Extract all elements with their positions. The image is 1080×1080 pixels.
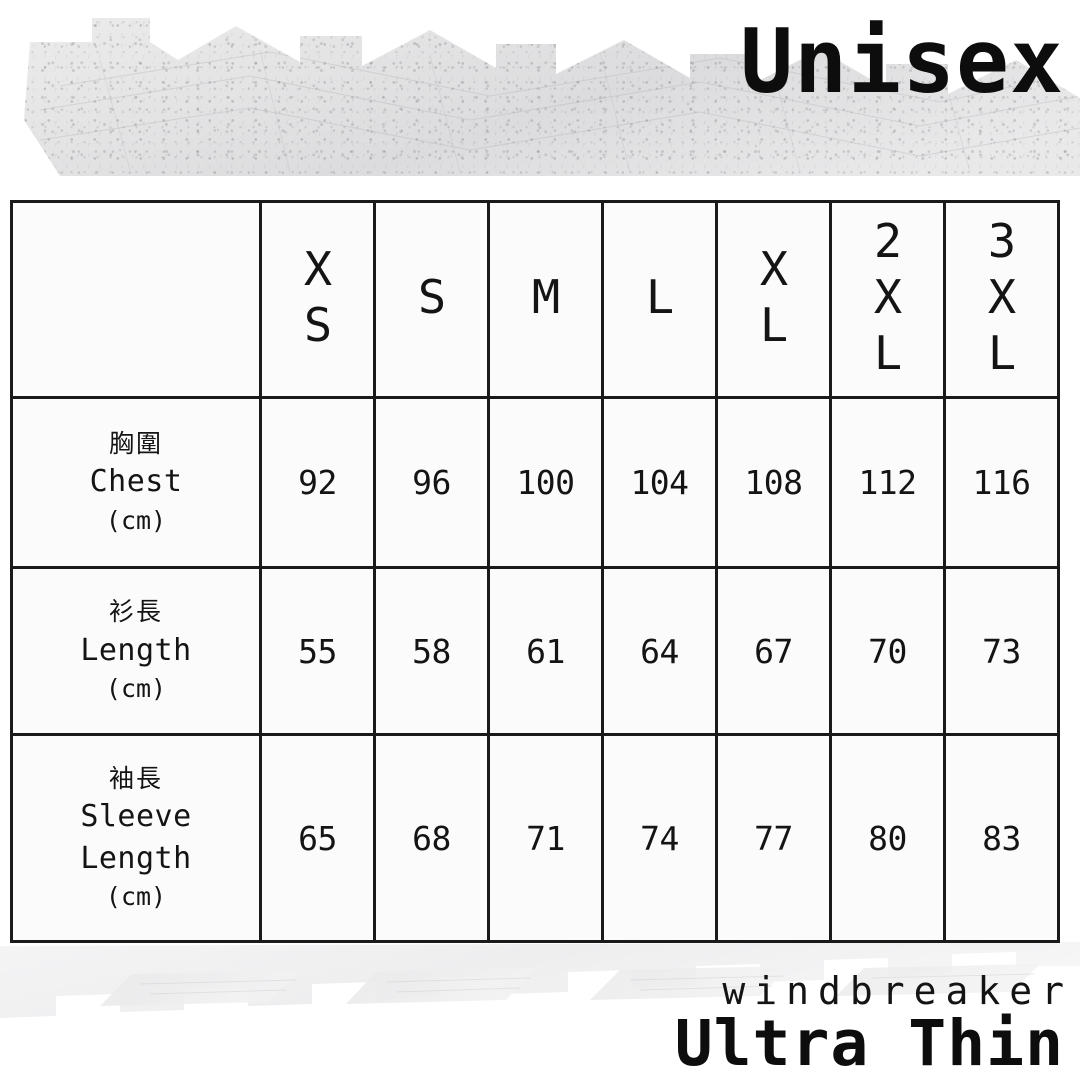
cell-length-2xl: 70 <box>829 566 946 736</box>
table-row: 袖長 Sleeve Length (cm) 65 68 71 74 77 80 … <box>10 733 1060 943</box>
measurement-label-chest: 胸圍 Chest (cm) <box>10 396 262 569</box>
table-row: 衫長 Length (cm) 55 58 61 64 67 70 73 <box>10 566 1060 736</box>
size-chart-table: XS S M L XL 2XL 3XL <box>10 200 1060 943</box>
cell-chest-3xl: 116 <box>943 396 1060 569</box>
cell-sleeve-xl: 77 <box>715 733 832 943</box>
size-header-3xl: 3XL <box>943 200 1060 399</box>
product-title: Ultra Thin <box>674 1006 1064 1080</box>
size-label: M <box>517 269 574 326</box>
cell-chest-s: 96 <box>373 396 490 569</box>
size-header-l: L <box>601 200 718 399</box>
cell-chest-xs: 92 <box>259 396 376 569</box>
cell-length-xs: 55 <box>259 566 376 736</box>
size-label: S <box>403 269 460 326</box>
size-header-s: S <box>373 200 490 399</box>
cell-chest-2xl: 112 <box>829 396 946 569</box>
product-subtitle: windbreaker <box>722 968 1073 1013</box>
cell-sleeve-l: 74 <box>601 733 718 943</box>
table-corner-cell <box>10 200 262 399</box>
cell-chest-l: 104 <box>601 396 718 569</box>
measurement-label-sleeve-length: 袖長 Sleeve Length (cm) <box>10 733 262 943</box>
cell-sleeve-3xl: 83 <box>943 733 1060 943</box>
measurement-unit: (cm) <box>105 505 167 535</box>
cell-length-xl: 67 <box>715 566 832 736</box>
size-header-m: M <box>487 200 604 399</box>
cell-sleeve-2xl: 80 <box>829 733 946 943</box>
measurement-unit: (cm) <box>105 674 167 704</box>
cell-sleeve-xs: 65 <box>259 733 376 943</box>
table-row: 胸圍 Chest (cm) 92 96 100 104 108 112 116 <box>10 396 1060 569</box>
cell-sleeve-s: 68 <box>373 733 490 943</box>
table-header-row: XS S M L XL 2XL 3XL <box>10 200 1060 399</box>
measurement-label-cjk: 衫長 <box>108 597 163 627</box>
measurement-unit: (cm) <box>105 882 167 912</box>
cell-length-s: 58 <box>373 566 490 736</box>
measurement-label-cjk: 胸圍 <box>108 428 163 458</box>
measurement-label-cjk: 袖長 <box>108 763 163 793</box>
measurement-label-en: Chest <box>89 464 183 500</box>
size-label: L <box>631 269 688 326</box>
size-label: XL <box>745 241 802 354</box>
cell-chest-m: 100 <box>487 396 604 569</box>
cell-chest-xl: 108 <box>715 396 832 569</box>
measurement-label-length: 衫長 Length (cm) <box>10 566 262 736</box>
size-header-xs: XS <box>259 200 376 399</box>
measurement-label-en: Length <box>80 632 192 668</box>
size-label: 3XL <box>973 213 1030 382</box>
footer-branding: windbreaker Ultra Thin <box>674 971 1064 1080</box>
cell-length-m: 61 <box>487 566 604 736</box>
size-label: 2XL <box>859 213 916 382</box>
measurement-label-en-2: Length <box>80 840 192 876</box>
cell-length-l: 64 <box>601 566 718 736</box>
size-header-xl: XL <box>715 200 832 399</box>
page-title: Unisex <box>740 10 1064 113</box>
cell-length-3xl: 73 <box>943 566 1060 736</box>
size-header-2xl: 2XL <box>829 200 946 399</box>
measurement-label-en-1: Sleeve <box>80 799 192 835</box>
cell-sleeve-m: 71 <box>487 733 604 943</box>
size-label: XS <box>289 241 346 354</box>
